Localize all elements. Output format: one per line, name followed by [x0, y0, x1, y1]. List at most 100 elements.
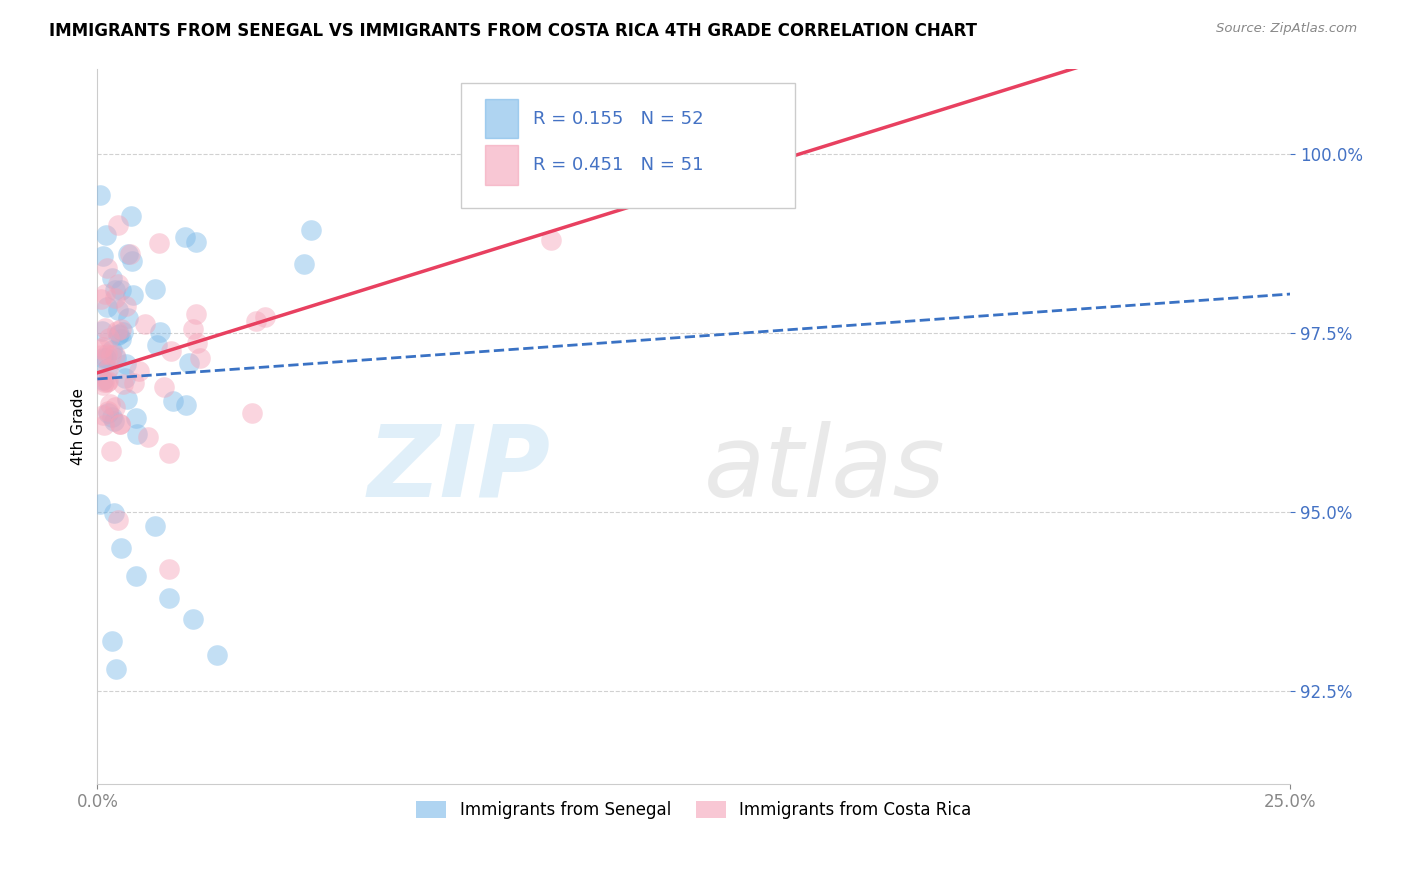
Point: [177, 356, 200, 370]
Point: [121, 254, 143, 268]
Text: R = 0.155   N = 52: R = 0.155 N = 52: [533, 110, 703, 128]
Point: [143, 519, 166, 533]
Point: [540, 156, 562, 170]
Point: [105, 351, 128, 365]
Point: [124, 569, 146, 583]
Point: [205, 648, 228, 662]
Point: [110, 417, 132, 432]
Point: [91, 378, 114, 392]
Point: [186, 336, 208, 351]
Point: [96, 228, 118, 243]
Point: [91, 373, 114, 387]
Point: [100, 443, 122, 458]
Point: [91, 408, 114, 422]
Text: R = 0.451   N = 51: R = 0.451 N = 51: [533, 156, 703, 174]
Point: [128, 364, 150, 378]
Point: [136, 430, 159, 444]
Point: [90, 342, 112, 356]
Point: [110, 284, 132, 298]
Point: [122, 288, 145, 302]
Point: [540, 233, 562, 247]
Point: [89, 497, 111, 511]
Y-axis label: 4th Grade: 4th Grade: [72, 388, 86, 465]
Point: [143, 282, 166, 296]
Point: [186, 307, 208, 321]
Point: [127, 427, 149, 442]
Point: [108, 327, 131, 342]
Point: [100, 348, 122, 362]
Point: [94, 351, 117, 365]
Point: [107, 277, 129, 291]
Point: [117, 247, 139, 261]
Point: [181, 612, 204, 626]
Text: atlas: atlas: [704, 420, 946, 517]
Point: [157, 446, 180, 460]
Point: [118, 246, 141, 260]
Point: [91, 324, 114, 338]
Point: [146, 338, 169, 352]
Point: [110, 332, 132, 346]
Legend: Immigrants from Senegal, Immigrants from Costa Rica: Immigrants from Senegal, Immigrants from…: [409, 794, 979, 825]
FancyBboxPatch shape: [461, 83, 796, 208]
Point: [117, 310, 139, 325]
Point: [97, 374, 120, 388]
Point: [120, 210, 142, 224]
Bar: [485, 145, 519, 185]
Point: [162, 394, 184, 409]
Point: [107, 327, 129, 342]
Point: [111, 326, 134, 340]
Point: [103, 506, 125, 520]
Point: [101, 271, 124, 285]
Point: [157, 591, 180, 605]
Point: [101, 343, 124, 358]
Bar: [485, 99, 519, 138]
Point: [89, 188, 111, 202]
Text: ZIP: ZIP: [367, 420, 551, 517]
Point: [115, 357, 138, 371]
Point: [104, 400, 127, 414]
Point: [90, 292, 112, 306]
Point: [91, 351, 114, 366]
Point: [104, 291, 127, 305]
Point: [96, 300, 118, 314]
Point: [93, 417, 115, 432]
Point: [125, 411, 148, 425]
Point: [110, 541, 132, 555]
Text: Source: ZipAtlas.com: Source: ZipAtlas.com: [1216, 22, 1357, 36]
Point: [148, 235, 170, 250]
Point: [96, 347, 118, 361]
Point: [160, 343, 183, 358]
Point: [111, 376, 134, 391]
Point: [253, 310, 276, 325]
Point: [117, 392, 139, 406]
Point: [96, 406, 118, 420]
Point: [242, 406, 264, 420]
Point: [114, 371, 136, 385]
Point: [97, 331, 120, 345]
Point: [103, 414, 125, 428]
Point: [105, 324, 128, 338]
Point: [134, 318, 156, 332]
Point: [100, 397, 122, 411]
Point: [107, 218, 129, 232]
Point: [104, 348, 127, 362]
Point: [184, 235, 207, 250]
Point: [90, 349, 112, 363]
Point: [299, 223, 322, 237]
Point: [93, 340, 115, 354]
Point: [96, 362, 118, 376]
Point: [245, 314, 267, 328]
Point: [110, 322, 132, 336]
Text: IMMIGRANTS FROM SENEGAL VS IMMIGRANTS FROM COSTA RICA 4TH GRADE CORRELATION CHAR: IMMIGRANTS FROM SENEGAL VS IMMIGRANTS FR…: [49, 22, 977, 40]
Point: [96, 376, 118, 390]
Point: [173, 230, 195, 244]
Point: [91, 249, 114, 263]
Point: [110, 417, 132, 431]
Point: [100, 633, 122, 648]
Point: [174, 398, 197, 412]
Point: [107, 513, 129, 527]
Point: [93, 375, 115, 389]
Point: [153, 380, 176, 394]
Point: [149, 325, 172, 339]
Point: [188, 351, 211, 365]
